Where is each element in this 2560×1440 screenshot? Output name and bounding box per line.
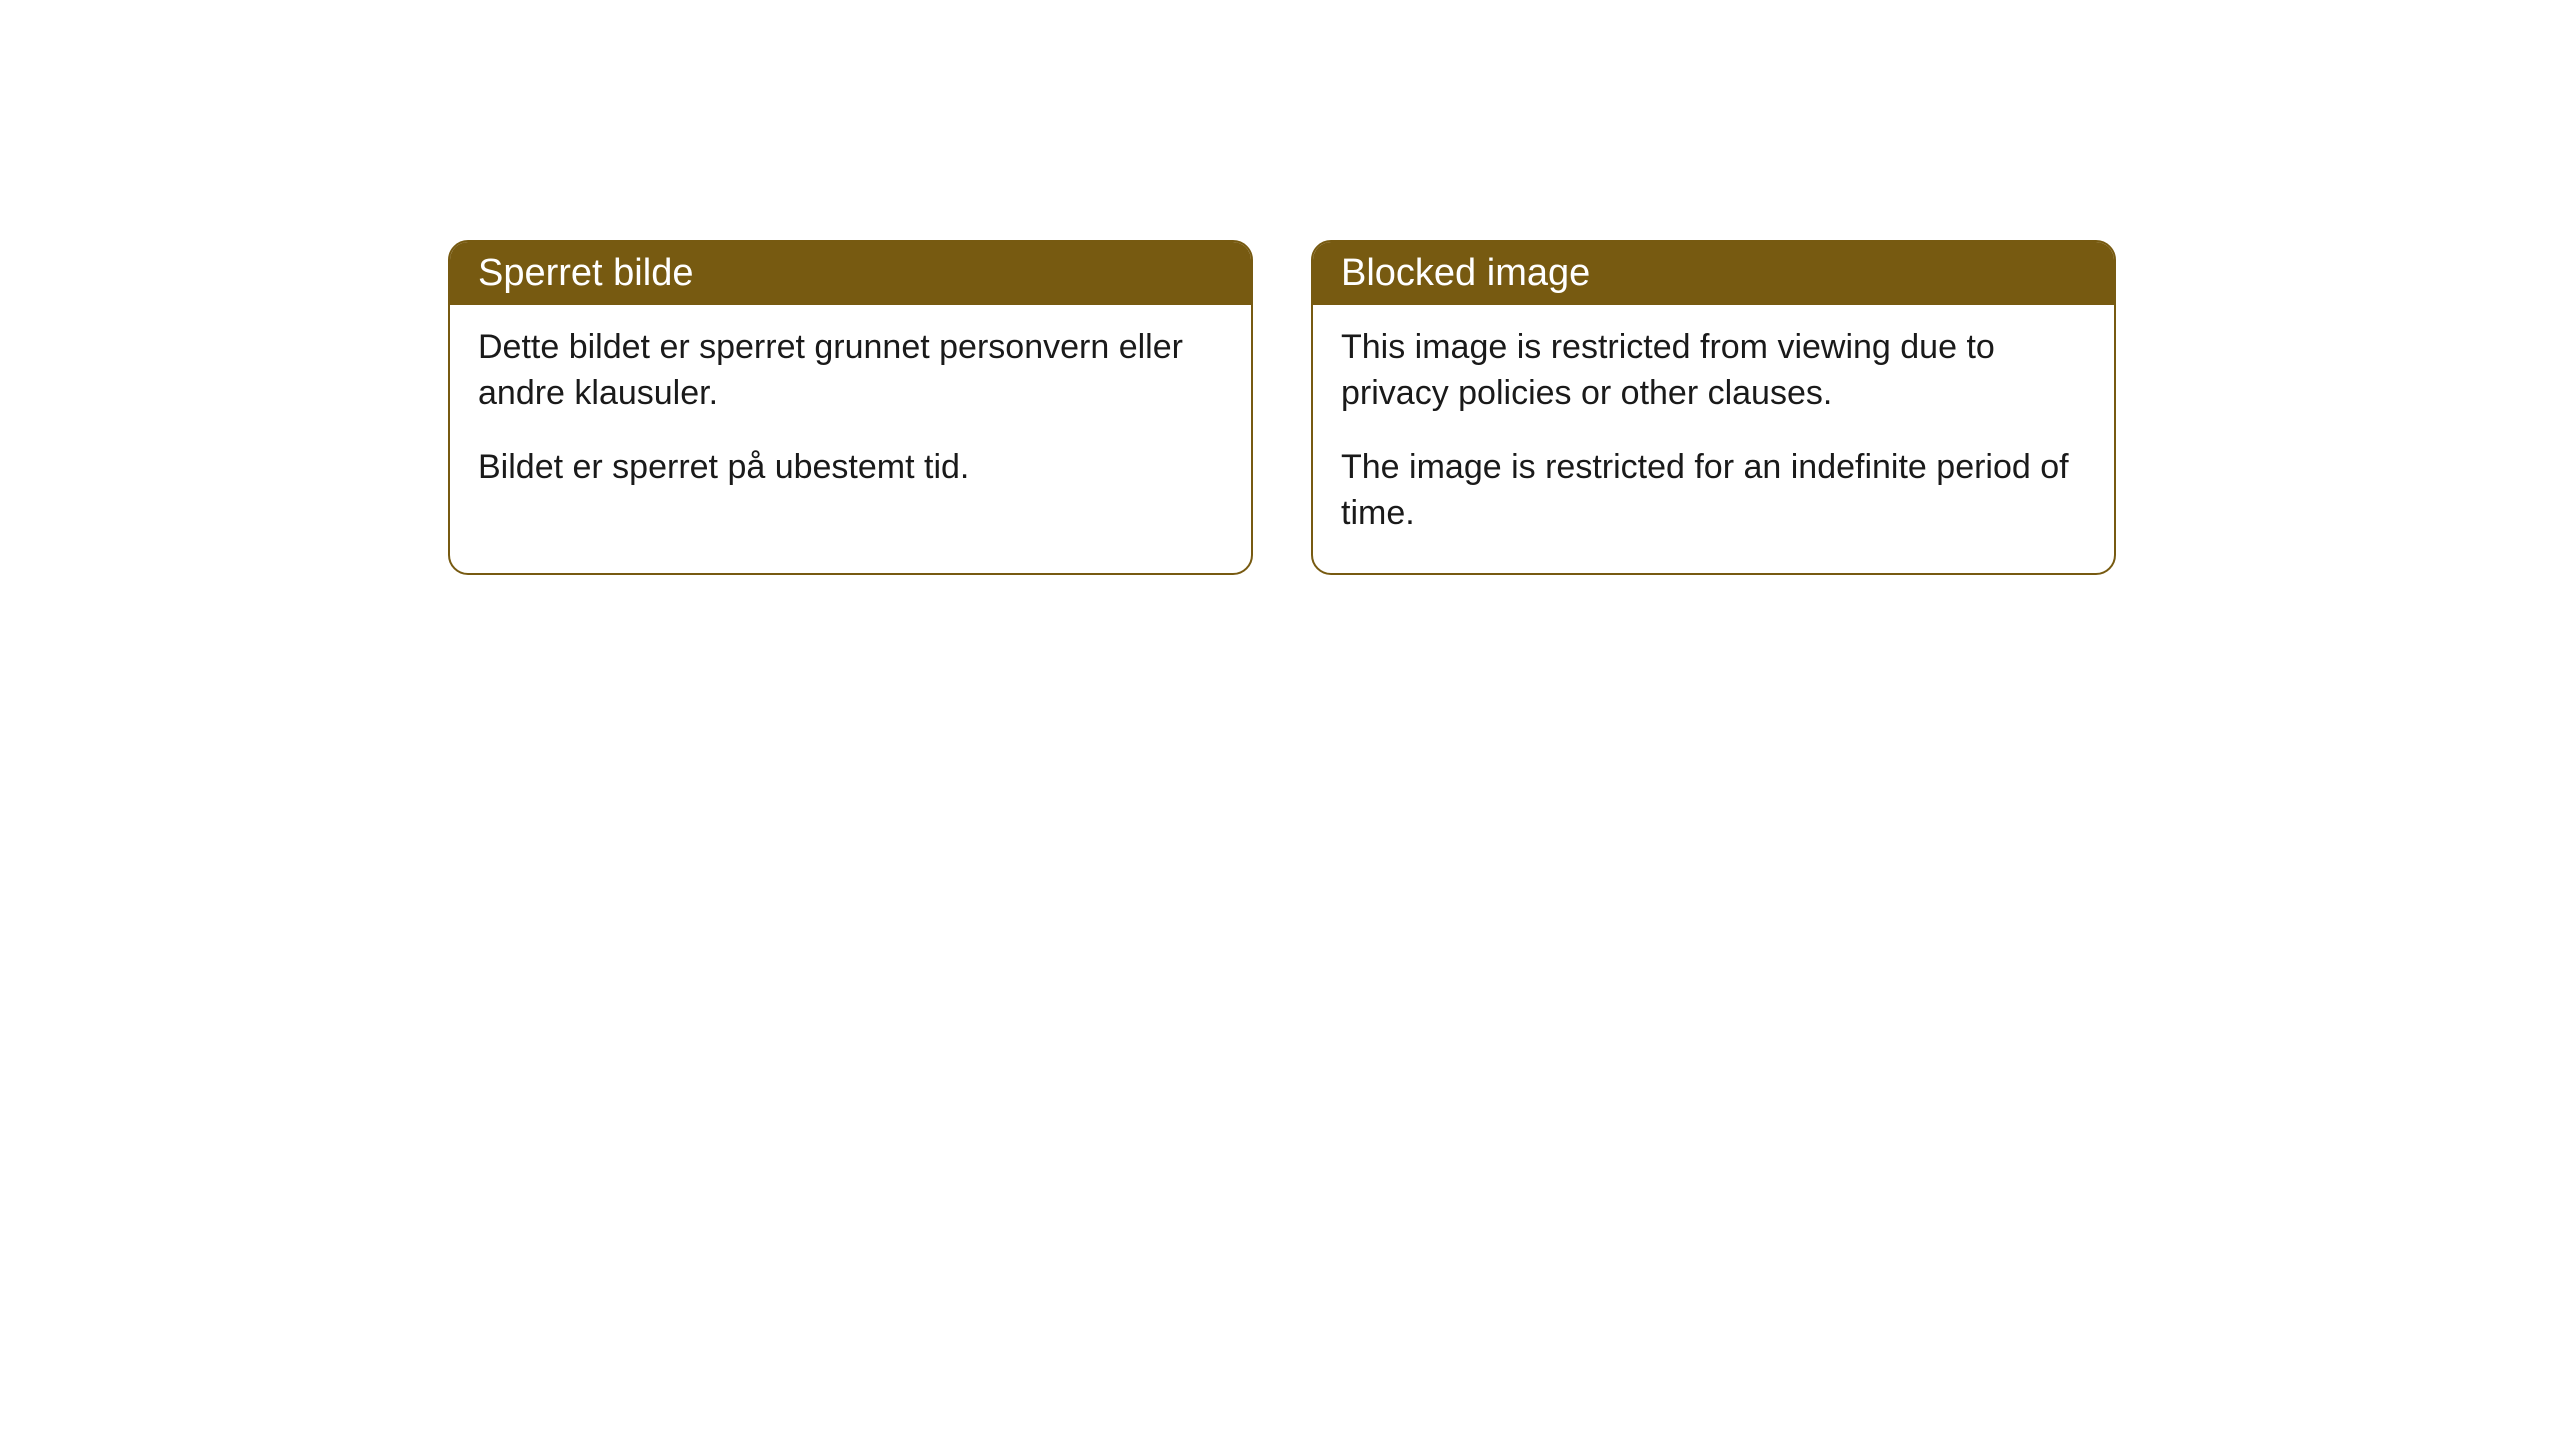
card-body-english: This image is restricted from viewing du… <box>1313 305 2114 573</box>
blocked-image-card-norwegian: Sperret bilde Dette bildet er sperret gr… <box>448 240 1253 575</box>
blocked-image-card-english: Blocked image This image is restricted f… <box>1311 240 2116 575</box>
card-paragraph-2: The image is restricted for an indefinit… <box>1341 445 2086 537</box>
card-paragraph-2: Bildet er sperret på ubestemt tid. <box>478 445 1223 491</box>
card-body-norwegian: Dette bildet er sperret grunnet personve… <box>450 305 1251 527</box>
card-title-english: Blocked image <box>1313 242 2114 305</box>
card-paragraph-1: This image is restricted from viewing du… <box>1341 325 2086 417</box>
card-title-norwegian: Sperret bilde <box>450 242 1251 305</box>
card-paragraph-1: Dette bildet er sperret grunnet personve… <box>478 325 1223 417</box>
notice-cards-container: Sperret bilde Dette bildet er sperret gr… <box>0 0 2560 575</box>
